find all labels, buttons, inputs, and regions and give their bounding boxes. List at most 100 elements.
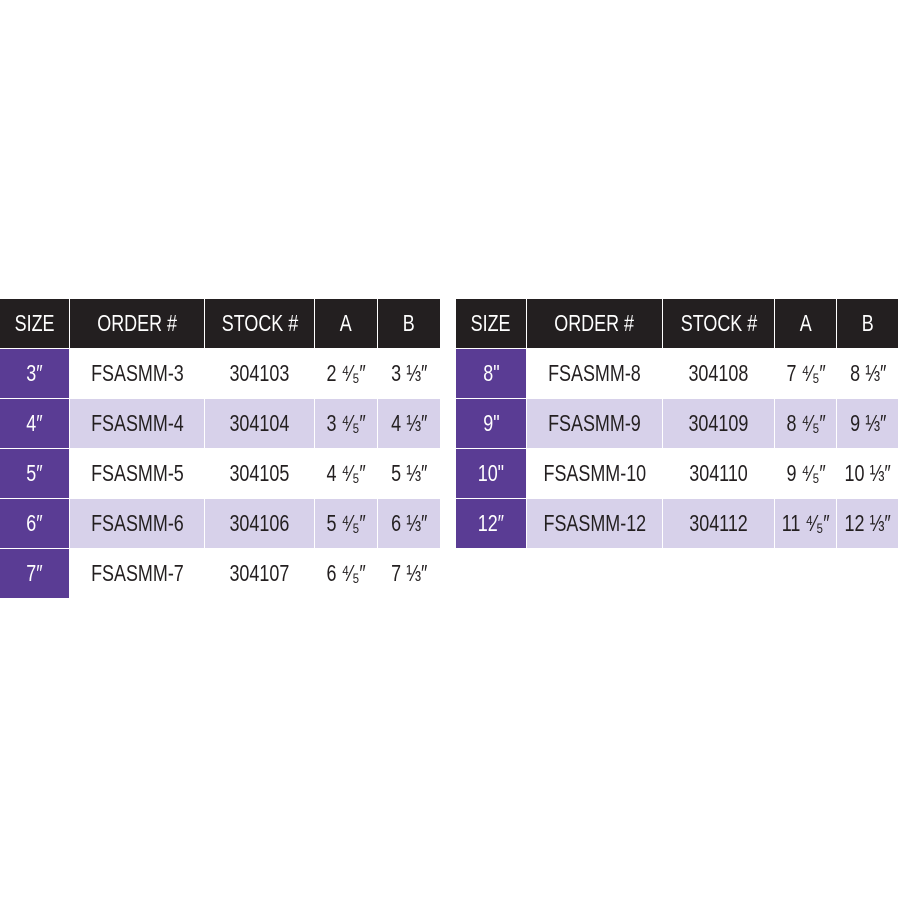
header-stock-number: STOCK # — [663, 299, 774, 348]
cell-value: 5″ — [26, 460, 43, 486]
cell-stock-number: 304109 — [663, 399, 774, 448]
header-row: SIZE ORDER # STOCK # A B — [456, 299, 899, 348]
cell-value: 6″ — [26, 510, 43, 536]
table-row: 7″ FSASMM-7 304107 6 ⁴⁄₅″ 7 ⅓″ — [0, 549, 440, 598]
cell-value: 9" — [482, 410, 500, 436]
cell-order-number: FSASMM-10 — [527, 449, 662, 498]
table-row: 8" FSASMM-8 304108 7 ⁴⁄₅″ 8 ⅓″ — [456, 349, 899, 398]
cell-order-number: FSASMM-3 — [70, 349, 204, 398]
cell-value: 6 ⅓″ — [390, 510, 428, 536]
table-row: 4″ FSASMM-4 304104 3 ⁴⁄₅″ 4 ⅓″ — [0, 399, 440, 448]
cell-value: 304105 — [229, 460, 290, 486]
table-row: 6″ FSASMM-6 304106 5 ⁴⁄₅″ 6 ⅓″ — [0, 499, 440, 548]
cell-stock-number: 304108 — [663, 349, 774, 398]
cell-value: 4″ — [26, 410, 43, 436]
table-row: 3″ FSASMM-3 304103 2 ⁴⁄₅″ 3 ⅓″ — [0, 349, 440, 398]
cell-value: 9 ⅓″ — [849, 410, 887, 436]
cell-value: 9 ⁴⁄₅″ — [786, 460, 826, 486]
header-size: SIZE — [0, 299, 69, 348]
cell-size: 3″ — [0, 349, 69, 398]
header-dim-b: B — [378, 299, 440, 348]
cell-dim-b: 5 ⅓″ — [378, 449, 440, 498]
cell-value: 3 ⁴⁄₅″ — [326, 410, 366, 436]
cell-dim-b: 8 ⅓″ — [837, 349, 899, 398]
cell-value: 8 ⁴⁄₅″ — [786, 410, 826, 436]
cell-size: 5″ — [0, 449, 69, 498]
cell-stock-number: 304110 — [663, 449, 774, 498]
cell-value: 8" — [482, 360, 500, 386]
cell-dim-a: 11 ⁴⁄₅″ — [775, 499, 837, 548]
cell-value: 4 ⁴⁄₅″ — [326, 460, 366, 486]
cell-dim-a: 7 ⁴⁄₅″ — [775, 349, 837, 398]
cell-dim-b: 12 ⅓″ — [837, 499, 899, 548]
header-stock-number: STOCK # — [205, 299, 314, 348]
cell-value: FSASMM-5 — [90, 460, 184, 486]
header-order-number: ORDER # — [527, 299, 662, 348]
cell-value: FSASMM-6 — [90, 510, 184, 536]
cell-value: 3″ — [26, 360, 43, 386]
cell-value: FSASMM-10 — [543, 460, 646, 486]
cell-order-number: FSASMM-4 — [70, 399, 204, 448]
cell-value: 10 ⅓″ — [844, 460, 892, 486]
size-table-right: SIZE ORDER # STOCK # A B 8" FSASMM-8 304108 7 ⁴⁄… — [455, 298, 900, 549]
cell-value: 8 ⅓″ — [849, 360, 887, 386]
cell-value: 304104 — [229, 410, 290, 436]
cell-value: 2 ⁴⁄₅″ — [326, 360, 366, 386]
cell-value: 304110 — [689, 460, 748, 486]
header-label: SIZE — [14, 310, 55, 336]
cell-value: 304108 — [688, 360, 749, 386]
cell-value: 4 ⅓″ — [390, 410, 428, 436]
cell-value: 304107 — [229, 560, 290, 586]
cell-stock-number: 304107 — [205, 549, 314, 598]
table-row: 9" FSASMM-9 304109 8 ⁴⁄₅″ 9 ⅓″ — [456, 399, 899, 448]
cell-dim-b: 10 ⅓″ — [837, 449, 899, 498]
table-row: 10" FSASMM-10 304110 9 ⁴⁄₅″ 10 ⅓″ — [456, 449, 899, 498]
header-size: SIZE — [456, 299, 526, 348]
cell-value: 7 ⅓″ — [390, 560, 428, 586]
cell-size: 10" — [456, 449, 526, 498]
table-row: 5″ FSASMM-5 304105 4 ⁴⁄₅″ 5 ⅓″ — [0, 449, 440, 498]
header-label: A — [340, 310, 352, 336]
header-label: A — [799, 310, 812, 336]
cell-stock-number: 304105 — [205, 449, 314, 498]
cell-value: FSASMM-9 — [548, 410, 641, 436]
cell-stock-number: 304112 — [663, 499, 774, 548]
cell-size: 6″ — [0, 499, 69, 548]
cell-stock-number: 304106 — [205, 499, 314, 548]
cell-dim-a: 5 ⁴⁄₅″ — [315, 499, 377, 548]
cell-value: 11 ⁴⁄₅″ — [781, 510, 830, 536]
cell-value: 304106 — [229, 510, 290, 536]
cell-dim-b: 9 ⅓″ — [837, 399, 899, 448]
cell-value: 5 ⅓″ — [390, 460, 428, 486]
cell-order-number: FSASMM-7 — [70, 549, 204, 598]
header-order-number: ORDER # — [70, 299, 204, 348]
cell-value: FSASMM-7 — [90, 560, 184, 586]
cell-order-number: FSASMM-5 — [70, 449, 204, 498]
cell-dim-a: 3 ⁴⁄₅″ — [315, 399, 377, 448]
cell-value: FSASMM-8 — [548, 360, 641, 386]
cell-order-number: FSASMM-8 — [527, 349, 662, 398]
cell-value: 304112 — [689, 510, 748, 536]
cell-value: 304109 — [688, 410, 749, 436]
cell-dim-a: 8 ⁴⁄₅″ — [775, 399, 837, 448]
cell-order-number: FSASMM-9 — [527, 399, 662, 448]
cell-value: 304103 — [229, 360, 290, 386]
cell-order-number: FSASMM-6 — [70, 499, 204, 548]
cell-dim-b: 3 ⅓″ — [378, 349, 440, 398]
cell-stock-number: 304103 — [205, 349, 314, 398]
cell-value: 7 ⁴⁄₅″ — [786, 360, 826, 386]
cell-value: 12″ — [477, 510, 505, 536]
cell-value: FSASMM-4 — [90, 410, 184, 436]
cell-value: 7″ — [26, 560, 43, 586]
size-table-left: SIZE ORDER # STOCK # A B 3″ FSASMM-3 304103 2 ⁴⁄… — [0, 298, 441, 599]
cell-value: 10" — [477, 460, 505, 486]
cell-value: 3 ⅓″ — [390, 360, 428, 386]
cell-dim-a: 9 ⁴⁄₅″ — [775, 449, 837, 498]
header-label: SIZE — [471, 310, 511, 336]
cell-size: 4″ — [0, 399, 69, 448]
header-label: B — [861, 310, 874, 336]
cell-value: FSASMM-12 — [543, 510, 646, 536]
cell-size: 8" — [456, 349, 526, 398]
cell-dim-a: 2 ⁴⁄₅″ — [315, 349, 377, 398]
table-row: 12″ FSASMM-12 304112 11 ⁴⁄₅″ 12 ⅓″ — [456, 499, 899, 548]
